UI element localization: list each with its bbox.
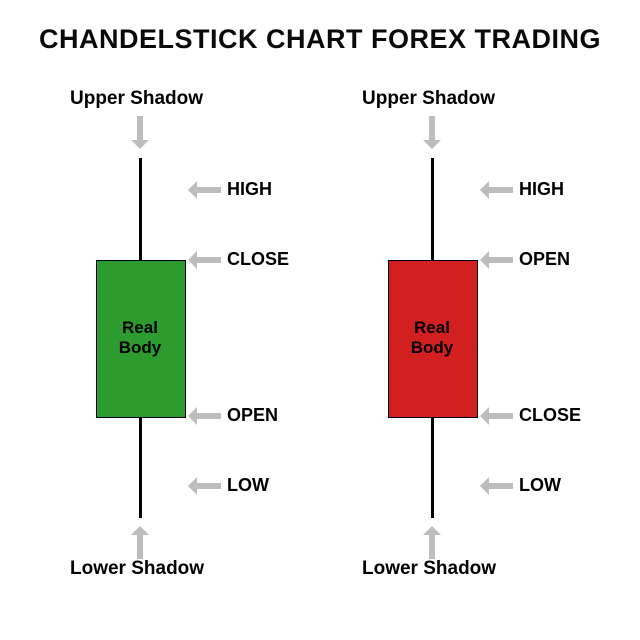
arrow-left-icon: [188, 407, 221, 430]
upper-shadow-label: Upper Shadow: [70, 88, 203, 110]
upper-shadow-label: Upper Shadow: [362, 88, 495, 110]
arrow-left-icon: [188, 181, 221, 204]
candle-bearish: RealBody Upper Shadow Lower Shadow HIGH OPEN…: [322, 88, 612, 608]
arrow-left-icon: [480, 477, 513, 500]
arrow-left-icon: [188, 477, 221, 500]
marker-label: LOW: [227, 475, 269, 496]
arrow-down-icon: [131, 116, 149, 154]
real-body-label: RealBody: [396, 318, 468, 357]
marker-label: CLOSE: [519, 405, 581, 426]
marker-label: HIGH: [519, 179, 564, 200]
lower-shadow-label: Lower Shadow: [70, 558, 204, 580]
arrow-left-icon: [480, 407, 513, 430]
marker-label: HIGH: [227, 179, 272, 200]
marker-label: LOW: [519, 475, 561, 496]
real-body-label: RealBody: [104, 318, 176, 357]
marker-label: OPEN: [519, 249, 570, 270]
arrow-left-icon: [480, 251, 513, 274]
page-title: CHANDELSTICK CHART FOREX TRADING: [0, 24, 640, 55]
lower-shadow-label: Lower Shadow: [362, 558, 496, 580]
arrow-left-icon: [188, 251, 221, 274]
marker-label: CLOSE: [227, 249, 289, 270]
marker-label: OPEN: [227, 405, 278, 426]
arrow-left-icon: [480, 181, 513, 204]
candle-bullish: RealBody Upper Shadow Lower Shadow HIGH CLOS…: [30, 88, 320, 608]
arrow-down-icon: [423, 116, 441, 154]
